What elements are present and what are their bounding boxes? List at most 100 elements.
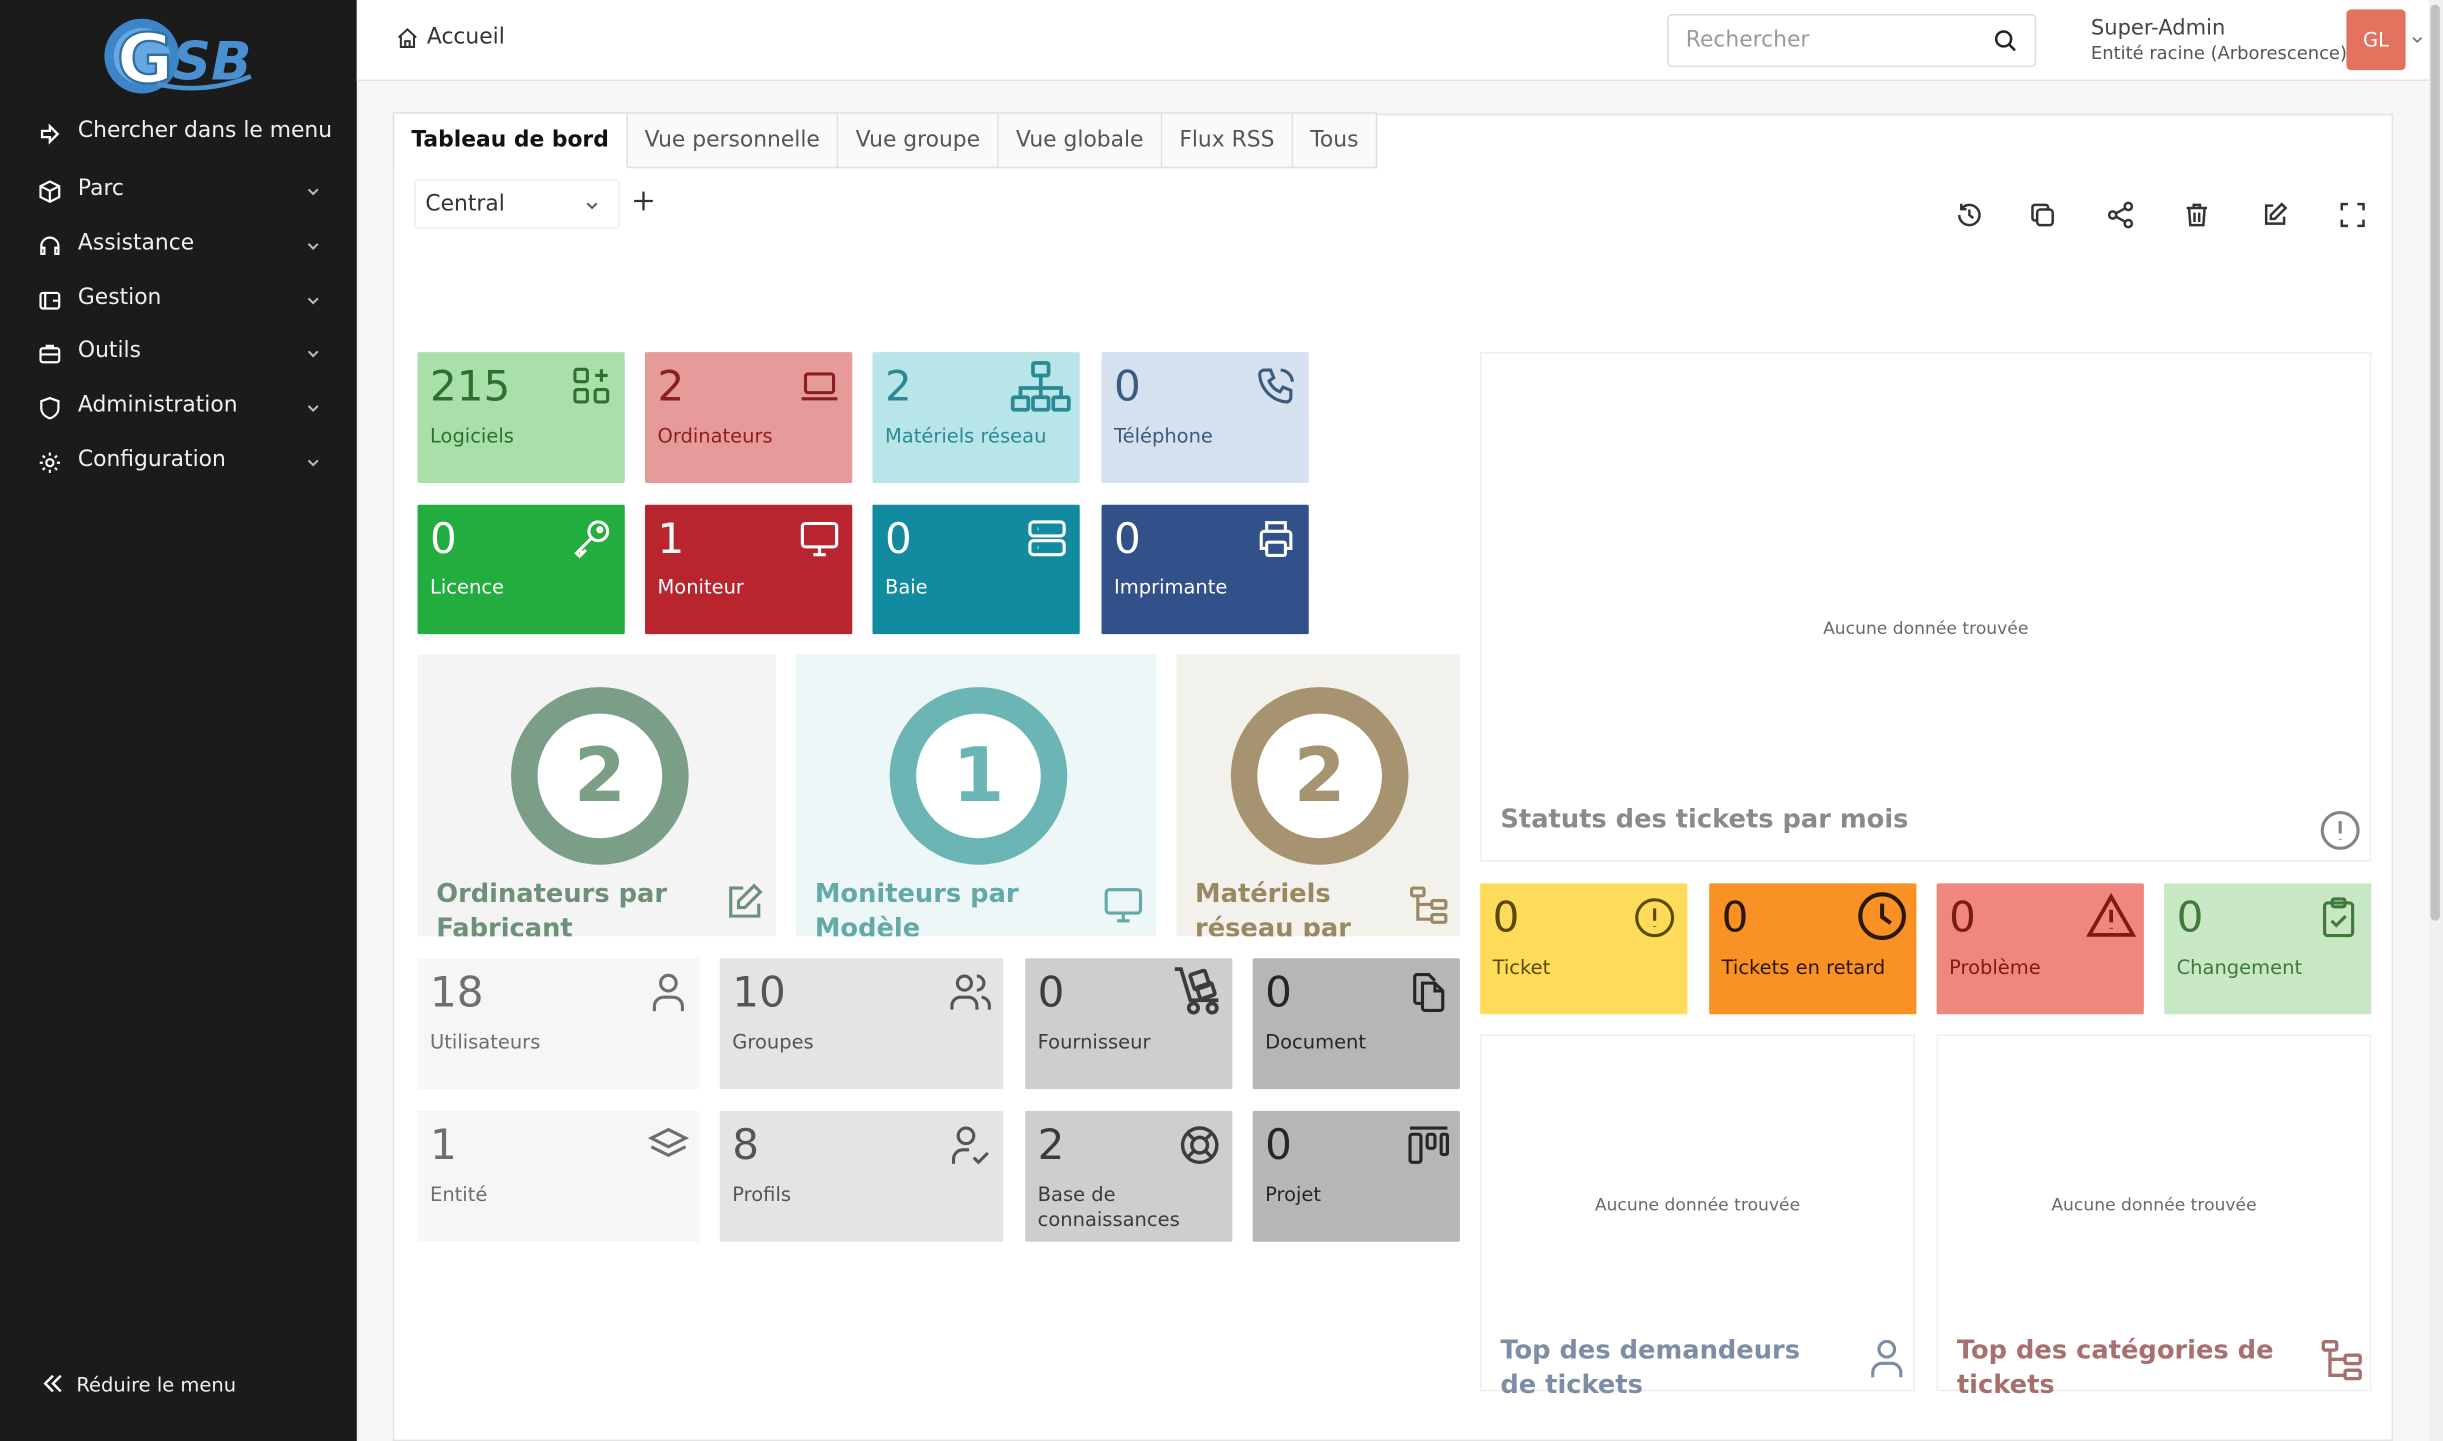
add-dashboard-button[interactable] bbox=[631, 189, 656, 214]
card-label: Problème bbox=[1949, 955, 2041, 979]
card-value: 0 bbox=[1265, 969, 1292, 1018]
card-materiels-reseau-par-statut[interactable]: 2 Matériels réseau par Statut bbox=[1176, 654, 1460, 937]
gsb-logo[interactable]: G SB bbox=[101, 14, 257, 98]
search-input[interactable] bbox=[1668, 15, 1989, 66]
sidebar-item-parc[interactable]: Parc bbox=[0, 167, 357, 217]
copy-icon[interactable] bbox=[2027, 199, 2058, 230]
card-label: Groupes bbox=[732, 1029, 814, 1054]
card-moniteurs-par-modele[interactable]: 1 Moniteurs par Modèle bbox=[796, 654, 1157, 937]
breadcrumb[interactable]: Accueil bbox=[396, 25, 505, 50]
page-scrollbar[interactable] bbox=[2428, 0, 2443, 1441]
user-name[interactable]: Super-Admin bbox=[2090, 15, 2226, 41]
topbar: Accueil Super-Admin Entité racine (Arbor… bbox=[356, 0, 2443, 82]
card-value: 0 bbox=[2176, 894, 2204, 943]
card-value: 0 bbox=[1265, 1121, 1292, 1171]
sidebar-item-configuration[interactable]: Configuration bbox=[0, 438, 357, 488]
phone-icon bbox=[1258, 368, 1294, 404]
tab-vue-groupe[interactable]: Vue groupe bbox=[838, 112, 999, 169]
card-value: 18 bbox=[430, 969, 484, 1018]
collapse-menu-label: Réduire le menu bbox=[76, 1371, 237, 1396]
card-licence[interactable]: 0 Licence bbox=[417, 504, 625, 635]
sidebar-item-label: Outils bbox=[77, 338, 141, 364]
cube-icon bbox=[39, 180, 61, 203]
chevron-down-icon[interactable] bbox=[2410, 33, 2424, 47]
card-entite[interactable]: 1 Entité bbox=[417, 1110, 700, 1242]
card-utilisateurs[interactable]: 18 Utilisateurs bbox=[417, 958, 700, 1090]
card-groupes[interactable]: 10 Groupes bbox=[719, 958, 1004, 1090]
card-telephone[interactable]: 0 Téléphone bbox=[1101, 352, 1309, 483]
card-value: 1 bbox=[657, 515, 685, 565]
card-fournisseur[interactable]: 0 Fournisseur bbox=[1025, 958, 1233, 1090]
monitor-icon bbox=[800, 521, 839, 557]
fullscreen-icon[interactable] bbox=[2337, 199, 2368, 230]
sidebar-item-label: Assistance bbox=[77, 230, 195, 256]
tab-vue-globale[interactable]: Vue globale bbox=[998, 112, 1163, 169]
card-tickets-en-retard[interactable]: 0 Tickets en retard bbox=[1709, 883, 1917, 1015]
tab-tableau-de-bord[interactable]: Tableau de bord bbox=[392, 112, 628, 169]
card-ordinateurs[interactable]: 2 Ordinateurs bbox=[645, 352, 853, 483]
tab-flux-rss[interactable]: Flux RSS bbox=[1162, 112, 1294, 169]
card-value: 2 bbox=[1257, 713, 1382, 839]
search-icon[interactable] bbox=[1993, 28, 2018, 53]
dashboard-select-value: Central bbox=[425, 191, 505, 217]
edit-icon[interactable] bbox=[2259, 199, 2290, 230]
search-menu-button[interactable]: Chercher dans le menu bbox=[0, 109, 357, 159]
tab-vue-personnelle[interactable]: Vue personnelle bbox=[627, 112, 839, 169]
card-probleme[interactable]: 0 Problème bbox=[1936, 883, 2144, 1015]
card-label: Licence bbox=[430, 574, 505, 599]
scrollbar-thumb[interactable] bbox=[2430, 4, 2440, 921]
avatar[interactable]: GL bbox=[2346, 9, 2406, 71]
card-label: Baie bbox=[884, 574, 928, 599]
card-label: Imprimante bbox=[1113, 574, 1228, 599]
user-icon bbox=[652, 973, 684, 1012]
card-profils[interactable]: 8 Profils bbox=[719, 1110, 1004, 1242]
card-base-de-connaissances[interactable]: 2 Base de connaissances bbox=[1025, 1110, 1233, 1242]
search-menu-label: Chercher dans le menu bbox=[77, 118, 333, 144]
card-baie[interactable]: 0 Baie bbox=[872, 504, 1080, 635]
card-moniteur[interactable]: 1 Moniteur bbox=[645, 504, 853, 635]
card-value: 10 bbox=[732, 969, 786, 1018]
clock-icon bbox=[1858, 892, 1906, 940]
card-value: 0 bbox=[1037, 969, 1065, 1018]
card-ordinateurs-par-fabricant[interactable]: 2 Ordinateurs par Fabricant bbox=[417, 654, 776, 937]
history-icon[interactable] bbox=[1954, 199, 1985, 230]
card-value: 2 bbox=[537, 713, 663, 839]
count-circle: 2 bbox=[511, 687, 689, 865]
card-value: 0 bbox=[1113, 363, 1141, 412]
card-label: Document bbox=[1265, 1029, 1367, 1054]
shield-icon bbox=[40, 396, 60, 420]
card-value: 2 bbox=[657, 363, 685, 412]
trash-icon[interactable] bbox=[2181, 199, 2212, 230]
sidebar-item-outils[interactable]: Outils bbox=[0, 329, 357, 379]
card-logiciels[interactable]: 215 Logiciels bbox=[417, 352, 625, 483]
panel-title: Statuts des tickets par mois bbox=[1500, 803, 1909, 834]
dashboard-select[interactable]: Central bbox=[414, 179, 621, 230]
sidebar-item-assistance[interactable]: Assistance bbox=[0, 221, 357, 271]
clipboard-check-icon bbox=[2323, 897, 2355, 938]
sidebar-item-label: Gestion bbox=[77, 285, 162, 311]
card-materiels-reseau[interactable]: 2 Matériels réseau bbox=[872, 352, 1080, 483]
chevron-down-icon bbox=[307, 297, 319, 305]
collapse-menu-button[interactable]: Réduire le menu bbox=[41, 1371, 237, 1396]
sidebar-item-label: Administration bbox=[77, 392, 238, 418]
card-changement[interactable]: 0 Changement bbox=[2164, 883, 2372, 1015]
users-icon bbox=[950, 974, 991, 1010]
sidebar-item-administration[interactable]: Administration bbox=[0, 383, 357, 433]
share-icon[interactable] bbox=[2105, 199, 2136, 230]
card-ticket[interactable]: 0 Ticket bbox=[1480, 883, 1688, 1015]
card-value: 1 bbox=[430, 1121, 457, 1171]
card-projet[interactable]: 0 Projet bbox=[1252, 1110, 1460, 1242]
printer-icon bbox=[1259, 521, 1293, 557]
sidebar-item-gestion[interactable]: Gestion bbox=[0, 276, 357, 326]
tab-tous[interactable]: Tous bbox=[1293, 112, 1378, 169]
card-label: Tickets en retard bbox=[1721, 955, 1886, 979]
card-value: 2 bbox=[884, 363, 912, 412]
panel-top-demandeurs: Aucune donnée trouvée Top des demandeurs… bbox=[1480, 1034, 1915, 1399]
card-title: Ordinateurs par Fabricant bbox=[436, 878, 668, 937]
empty-message: Aucune donnée trouvée bbox=[1823, 618, 2029, 639]
card-imprimante[interactable]: 0 Imprimante bbox=[1101, 504, 1309, 635]
user-entity[interactable]: Entité racine (Arborescence) bbox=[2090, 42, 2347, 64]
card-document[interactable]: 0 Document bbox=[1252, 958, 1460, 1090]
network-icon bbox=[1010, 361, 1071, 412]
search-box bbox=[1667, 14, 2037, 67]
